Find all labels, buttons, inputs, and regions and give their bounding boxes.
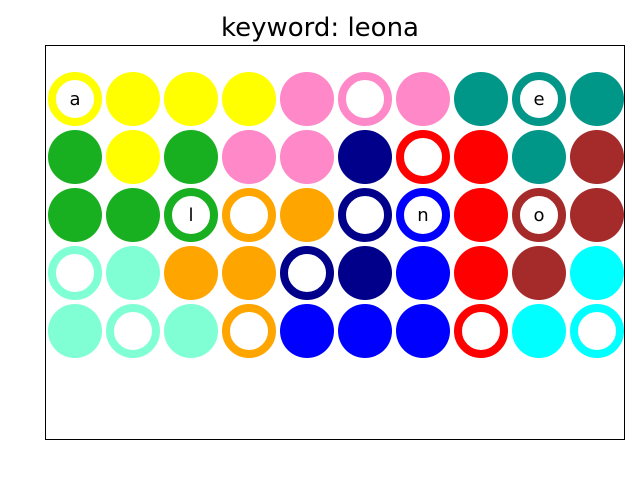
ring-circle[interactable]: [338, 72, 392, 126]
filled-circle[interactable]: [280, 188, 334, 242]
filled-circle[interactable]: [164, 72, 218, 126]
filled-circle[interactable]: [512, 130, 566, 184]
circle-grid: a e l n o: [46, 46, 624, 439]
filled-circle[interactable]: [396, 246, 450, 300]
filled-circle[interactable]: [396, 72, 450, 126]
filled-circle[interactable]: [512, 246, 566, 300]
page-title: keyword: leona: [221, 13, 419, 43]
ring-circle[interactable]: e: [512, 72, 566, 126]
filled-circle[interactable]: [106, 130, 160, 184]
ring-circle[interactable]: [48, 246, 102, 300]
ring-circle[interactable]: [222, 188, 276, 242]
filled-circle[interactable]: [164, 304, 218, 358]
filled-circle[interactable]: [396, 304, 450, 358]
ring-circle[interactable]: n: [396, 188, 450, 242]
filled-circle[interactable]: [48, 130, 102, 184]
filled-circle[interactable]: [570, 246, 624, 300]
filled-circle[interactable]: [164, 130, 218, 184]
filled-circle[interactable]: [106, 72, 160, 126]
ring-circle[interactable]: o: [512, 188, 566, 242]
filled-circle[interactable]: [280, 72, 334, 126]
filled-circle[interactable]: [454, 130, 508, 184]
filled-circle[interactable]: [454, 246, 508, 300]
filled-circle[interactable]: [570, 188, 624, 242]
filled-circle[interactable]: [106, 188, 160, 242]
ring-circle[interactable]: [338, 188, 392, 242]
filled-circle[interactable]: [570, 72, 624, 126]
filled-circle[interactable]: [280, 130, 334, 184]
filled-circle[interactable]: [48, 188, 102, 242]
ring-circle[interactable]: [106, 304, 160, 358]
ring-circle[interactable]: a: [48, 72, 102, 126]
filled-circle[interactable]: [222, 130, 276, 184]
filled-circle[interactable]: [512, 304, 566, 358]
ring-circle[interactable]: [570, 304, 624, 358]
filled-circle[interactable]: [222, 72, 276, 126]
game-board: a e l n o: [45, 45, 625, 440]
ring-circle[interactable]: [396, 130, 450, 184]
filled-circle[interactable]: [338, 246, 392, 300]
ring-circle[interactable]: [454, 304, 508, 358]
filled-circle[interactable]: [338, 304, 392, 358]
filled-circle[interactable]: [164, 246, 218, 300]
filled-circle[interactable]: [570, 130, 624, 184]
filled-circle[interactable]: [280, 304, 334, 358]
ring-circle[interactable]: [222, 304, 276, 358]
filled-circle[interactable]: [48, 304, 102, 358]
filled-circle[interactable]: [454, 188, 508, 242]
ring-circle[interactable]: [280, 246, 334, 300]
ring-circle[interactable]: l: [164, 188, 218, 242]
filled-circle[interactable]: [222, 246, 276, 300]
filled-circle[interactable]: [106, 246, 160, 300]
filled-circle[interactable]: [454, 72, 508, 126]
filled-circle[interactable]: [338, 130, 392, 184]
